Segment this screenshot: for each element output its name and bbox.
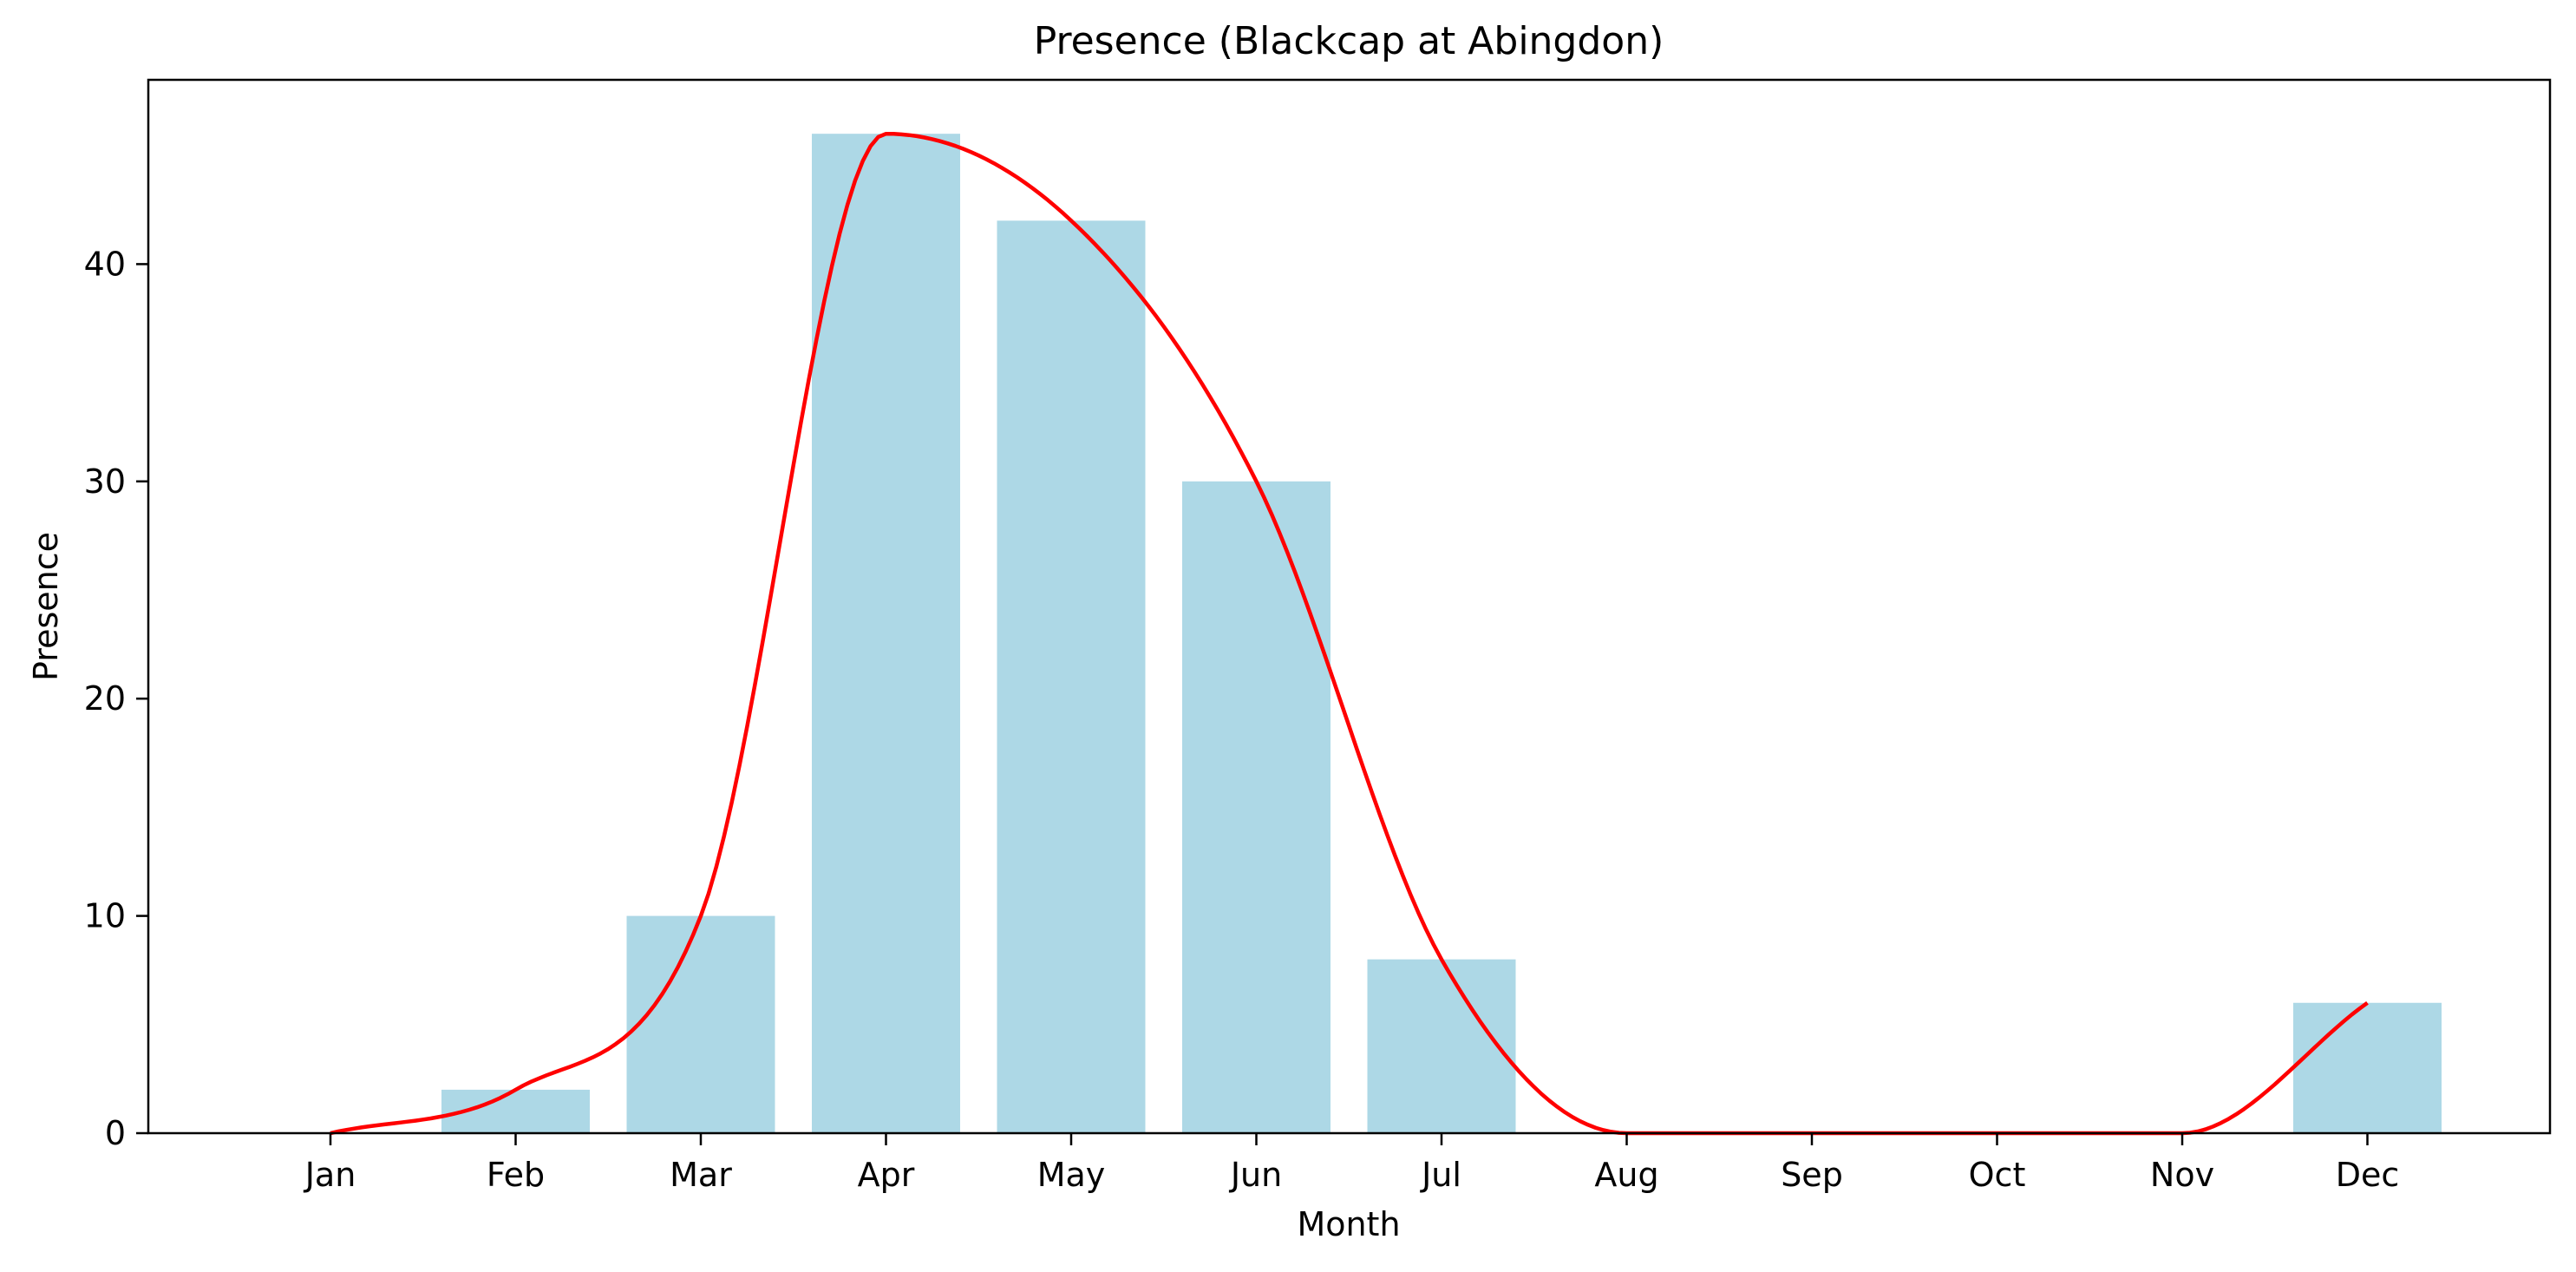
x-axis-label: Month [1297,1205,1400,1243]
y-axis-label: Presence [27,532,65,681]
bar-jun [1182,481,1330,1133]
y-tick-label: 20 [84,679,126,718]
x-tick-label-oct: Oct [1969,1156,2026,1194]
x-tick-label-feb: Feb [487,1156,545,1194]
x-tick-label-sep: Sep [1781,1156,1843,1194]
plot-frame [147,78,2552,1135]
x-tick-label-jan: Jan [304,1156,356,1194]
bar-apr [812,134,960,1133]
x-tick-label-may: May [1037,1156,1106,1194]
x-tick-label-aug: Aug [1594,1156,1658,1194]
x-tick-label-dec: Dec [2336,1156,2400,1194]
bar-mar [626,915,775,1133]
bar-may [997,220,1146,1133]
bar-jul [1367,959,1516,1133]
bar-dec [2293,1002,2442,1133]
x-tick-label-apr: Apr [858,1156,915,1194]
bars-layer [441,134,2442,1133]
x-tick-label-mar: Mar [670,1156,732,1194]
y-axis: 0 10 20 30 40 [84,245,148,1152]
y-tick-label: 0 [105,1114,126,1152]
x-tick-label-nov: Nov [2150,1156,2214,1194]
x-tick-label-jul: Jul [1420,1156,1461,1194]
x-tick-label-jun: Jun [1229,1156,1282,1194]
x-axis: Jan Feb Mar Apr May Jun Jul Aug Sep Oct Nov Dec [304,1133,2400,1194]
y-tick-label: 40 [84,245,126,283]
y-tick-label: 30 [84,462,126,501]
chart-title: Presence (Blackcap at Abingdon) [1034,19,1664,63]
y-tick-label: 10 [84,897,126,935]
